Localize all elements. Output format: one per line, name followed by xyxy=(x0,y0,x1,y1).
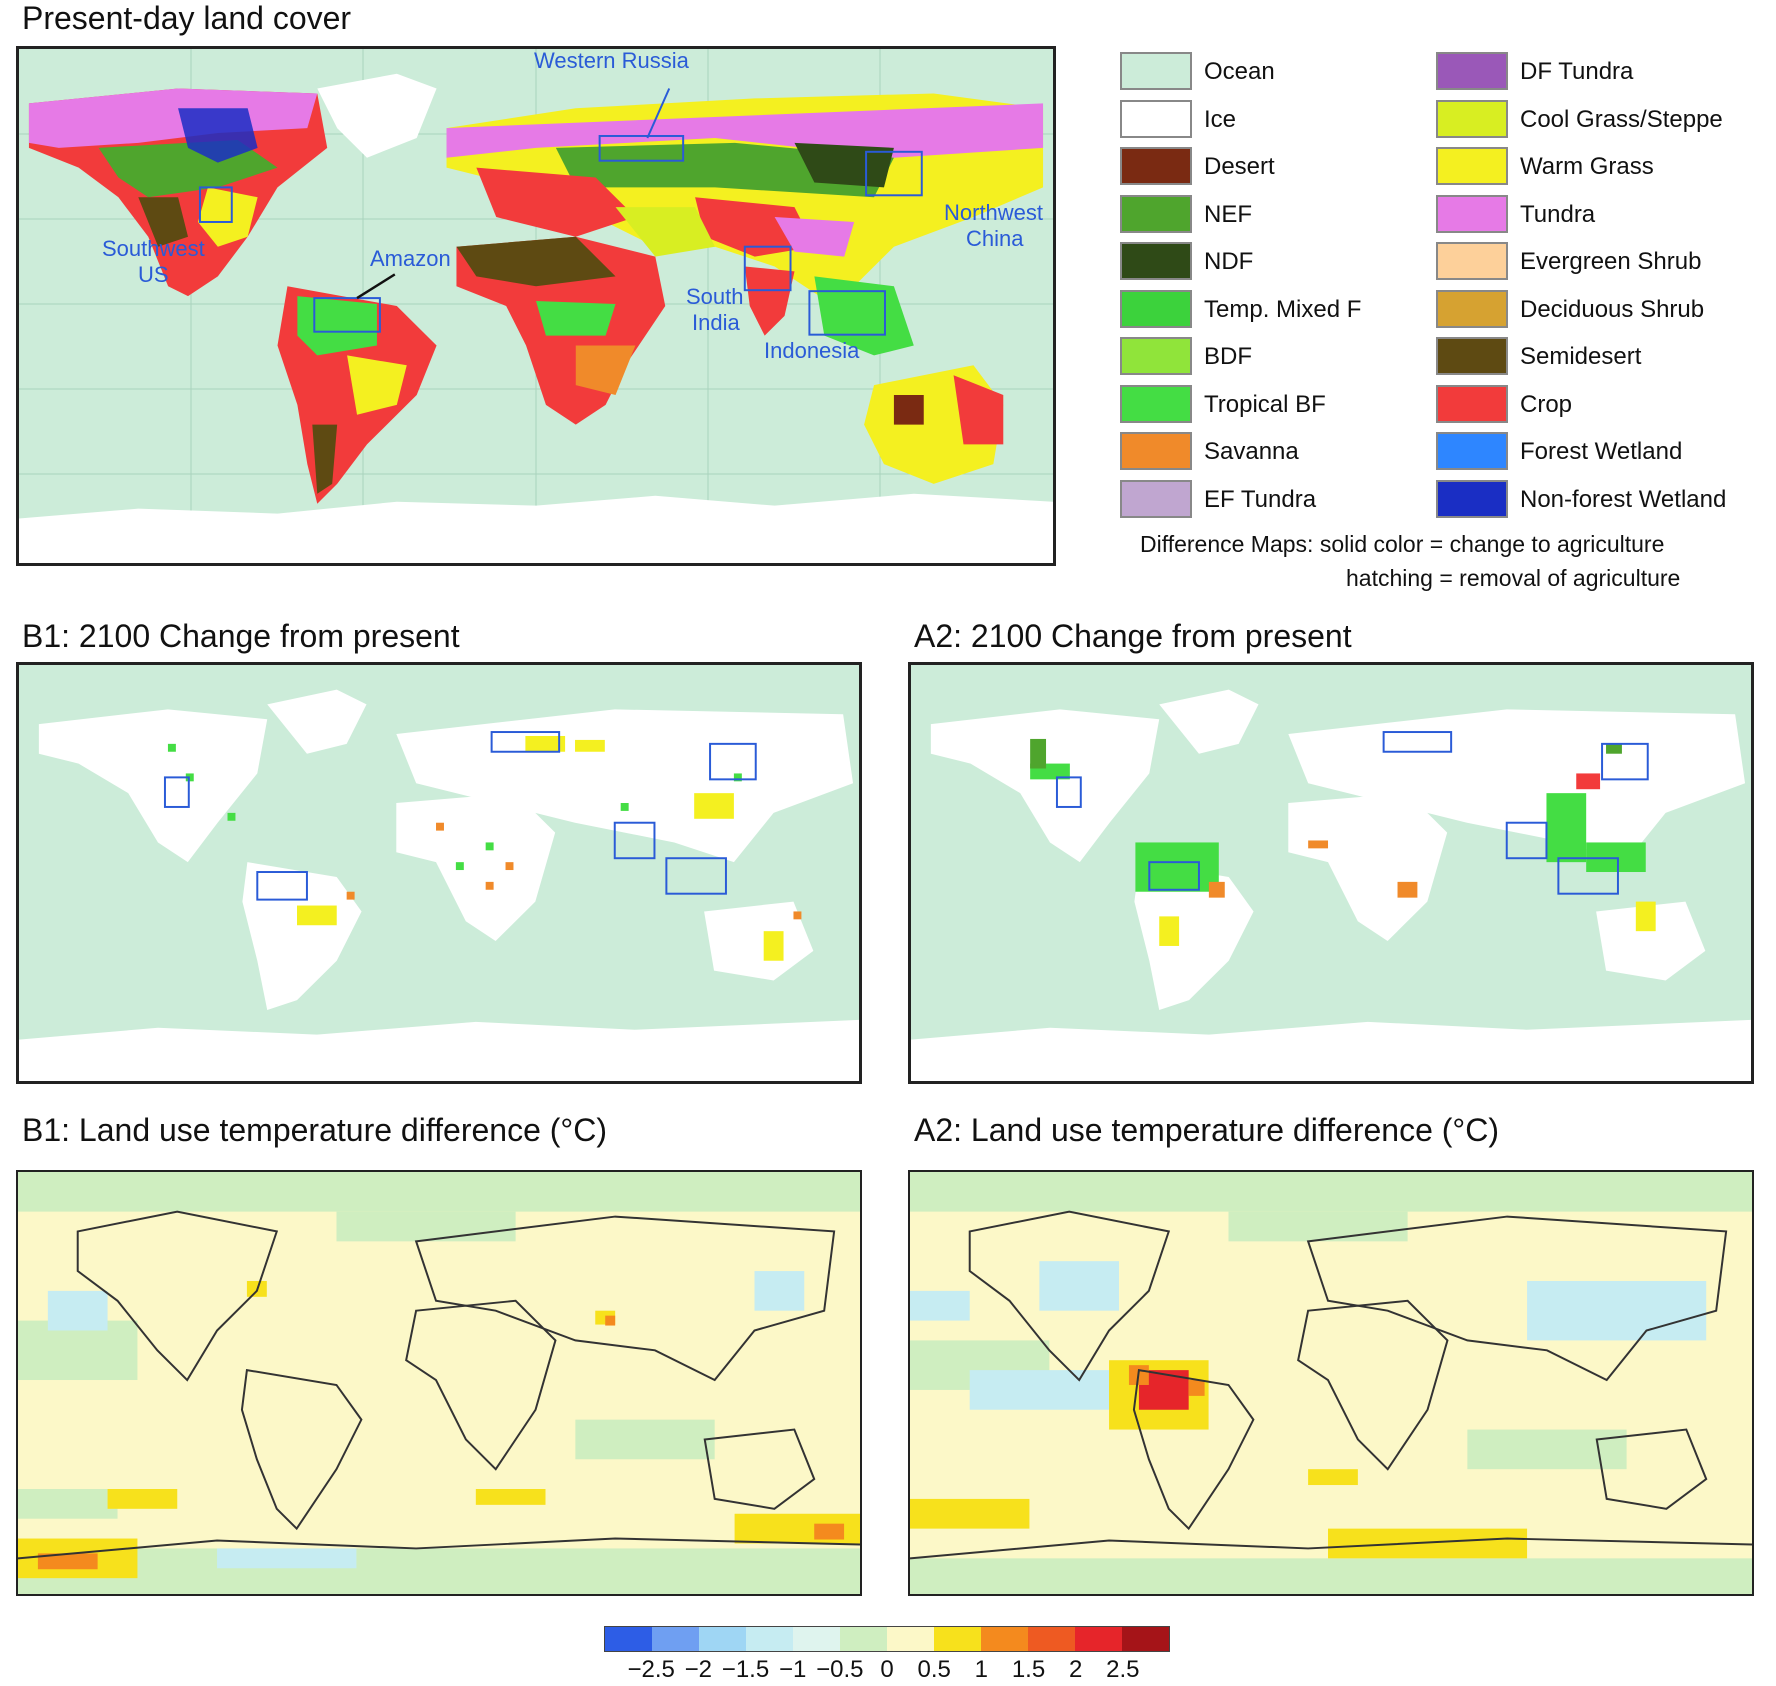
a2-change-title: A2: 2100 Change from present xyxy=(914,618,1352,654)
colorbar-cell xyxy=(840,1627,887,1651)
legend-label: Desert xyxy=(1204,153,1275,180)
colorbar-tick-label: −2 xyxy=(684,1656,713,1683)
a2-change-map xyxy=(908,662,1754,1084)
colorbar-tick-label: −2.5 xyxy=(627,1656,675,1683)
temperature-colorbar xyxy=(604,1626,1170,1652)
colorbar-cell xyxy=(746,1627,793,1651)
colorbar-tick-label: −0.5 xyxy=(816,1656,864,1683)
legend-label: Savanna xyxy=(1204,438,1299,465)
legend-swatch xyxy=(1120,99,1192,138)
label-western-russia: Western Russia xyxy=(534,48,689,73)
colorbar-cell xyxy=(1122,1627,1169,1651)
legend-label: Temp. Mixed F xyxy=(1204,295,1362,323)
label-indonesia: Indonesia xyxy=(764,338,860,363)
label-south-india-line2: India xyxy=(692,310,740,335)
a2-temperature-map xyxy=(908,1170,1754,1596)
legend-note-agriculture-change: Difference Maps: solid color = change to… xyxy=(1140,531,1665,557)
colorbar-cell xyxy=(605,1627,652,1651)
legend-swatch xyxy=(1436,242,1508,280)
legend-label: Ice xyxy=(1204,105,1237,133)
legend-label: Crop xyxy=(1520,390,1573,418)
colorbar-cell xyxy=(981,1627,1028,1651)
colorbar-tick-label: −1.5 xyxy=(721,1656,770,1683)
legend-swatch xyxy=(1120,289,1192,328)
legend-swatch xyxy=(1436,432,1508,470)
legend-label: Tundra xyxy=(1520,200,1596,228)
b1-change-map xyxy=(16,662,862,1084)
colorbar-cell xyxy=(699,1627,746,1651)
legend-label: Evergreen Shrub xyxy=(1520,248,1702,275)
legend-swatch xyxy=(1120,242,1192,280)
label-southwest-us-line2: US xyxy=(138,262,169,287)
legend-swatch xyxy=(1120,432,1192,470)
legend-swatch xyxy=(1120,337,1192,375)
b1-change-map-canvas xyxy=(19,689,859,1081)
legend-label: Forest Wetland xyxy=(1520,438,1683,465)
label-northwest-china-line2: China xyxy=(966,226,1024,251)
legend-label: Semidesert xyxy=(1520,343,1642,370)
a2-change-map-canvas xyxy=(911,689,1751,1081)
colorbar-tick-label: 0.5 xyxy=(917,1656,951,1683)
legend-label: DF Tundra xyxy=(1520,58,1634,85)
legend-swatch xyxy=(1120,52,1192,90)
legend-swatch xyxy=(1120,384,1192,423)
legend-label: Cool Grass/Steppe xyxy=(1520,105,1723,133)
colorbar-tick-labels: −2.5 −2 −1.5 −1 −0.5 0 0.5 1 1.5 2 2.5 xyxy=(580,1656,1200,1686)
b1-temperature-map xyxy=(16,1170,862,1596)
present-day-map-canvas xyxy=(19,49,1053,563)
legend-swatch xyxy=(1120,479,1192,518)
label-amazon: Amazon xyxy=(370,246,451,271)
legend-label: Warm Grass xyxy=(1520,153,1654,180)
label-northwest-china-line1: Northwest xyxy=(944,200,1044,225)
legend-swatch xyxy=(1120,194,1192,233)
colorbar-cell xyxy=(934,1627,981,1651)
legend-swatch xyxy=(1436,194,1508,233)
legend-label: EF Tundra xyxy=(1204,485,1317,513)
legend-swatch xyxy=(1436,479,1508,518)
legend-swatch xyxy=(1436,52,1508,90)
colorbar-cell xyxy=(887,1627,934,1651)
legend-label: BDF xyxy=(1204,343,1252,370)
legend-label: Ocean xyxy=(1204,58,1275,85)
legend-swatch xyxy=(1436,289,1508,328)
legend-swatch xyxy=(1436,147,1508,185)
colorbar-cell xyxy=(652,1627,699,1651)
colorbar-tick-label: 1 xyxy=(974,1656,989,1683)
colorbar-tick-label: −1 xyxy=(778,1656,807,1683)
b1-temperature-map-canvas xyxy=(18,1172,860,1594)
label-south-india-line1: South xyxy=(686,284,744,309)
legend-label: Tropical BF xyxy=(1204,390,1326,418)
colorbar-tick-label: 0 xyxy=(880,1656,894,1683)
b1-temp-title: B1: Land use temperature difference (°C) xyxy=(22,1112,607,1148)
colorbar-cell xyxy=(1028,1627,1075,1651)
a2-temp-title: A2: Land use temperature difference (°C) xyxy=(914,1112,1499,1148)
land-cover-legend: Ocean Ice Desert NEF NDF Temp. Mixed F BDF Trop… xyxy=(1120,52,1760,522)
colorbar-tick-label: 2 xyxy=(1068,1656,1083,1683)
colorbar-tick-label: 2.5 xyxy=(1106,1656,1140,1683)
present-day-title: Present-day land cover xyxy=(22,0,352,36)
colorbar-cell xyxy=(793,1627,840,1651)
colorbar-cell xyxy=(1075,1627,1122,1651)
legend-swatch xyxy=(1436,99,1508,138)
legend-label: NEF xyxy=(1204,200,1252,228)
legend-swatch xyxy=(1436,384,1508,423)
b1-change-title: B1: 2100 Change from present xyxy=(22,618,460,654)
a2-temperature-map-canvas xyxy=(910,1172,1752,1594)
legend-note-hatching: hatching = removal of agriculture xyxy=(1346,565,1681,591)
legend-swatch xyxy=(1120,147,1192,185)
label-southwest-us-line1: Southwest xyxy=(102,236,205,261)
legend-swatch xyxy=(1436,337,1508,375)
present-day-land-cover-map xyxy=(16,46,1056,566)
legend-label: Deciduous Shrub xyxy=(1520,295,1705,323)
legend-label: Non-forest Wetland xyxy=(1520,485,1727,513)
legend-label: NDF xyxy=(1204,248,1254,275)
colorbar-tick-label: 1.5 xyxy=(1011,1656,1046,1683)
